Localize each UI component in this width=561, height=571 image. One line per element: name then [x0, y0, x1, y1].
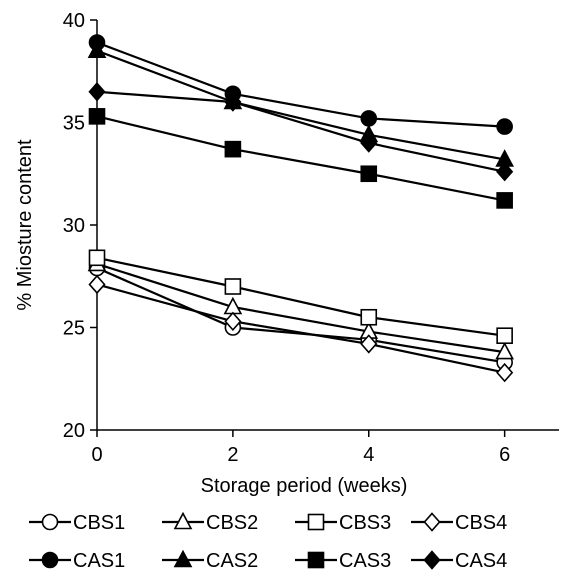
- data-point: [360, 133, 378, 153]
- legend-marker: [423, 550, 441, 570]
- data-point: [87, 40, 107, 59]
- legend-item-cas4: CAS4: [411, 550, 507, 571]
- data-point: [88, 274, 106, 295]
- legend-label: CAS3: [339, 550, 391, 571]
- legend-marker: [423, 512, 441, 532]
- legend-item-cbs1: CBS1: [29, 512, 125, 534]
- data-point: [495, 341, 514, 360]
- series-line: [96, 256, 505, 337]
- legend-marker: [307, 513, 325, 531]
- data-point: [360, 334, 378, 354]
- data-point: [496, 192, 513, 209]
- series-cas3: [88, 108, 513, 209]
- y-tick-label: 35: [63, 113, 85, 135]
- legend-marker: [41, 513, 59, 531]
- data-point: [224, 140, 242, 158]
- data-point: [224, 278, 242, 295]
- data-point: [496, 362, 514, 383]
- x-tick-label: 6: [499, 444, 510, 466]
- data-point: [360, 308, 378, 326]
- data-point: [88, 249, 106, 267]
- legend-label: CAS2: [206, 550, 258, 571]
- legend: CBS1 CBS2 CBS3 CBS4 CAS1 CAS2 CAS3 CAS4: [29, 511, 507, 571]
- data-point: [224, 311, 242, 332]
- series-cbs4: [88, 274, 514, 383]
- data-point: [360, 110, 378, 127]
- legend-label: CBS3: [339, 512, 391, 534]
- data-point: [496, 161, 514, 182]
- legend-label: CBS1: [73, 512, 125, 534]
- series-line: [96, 262, 505, 354]
- x-tick-label: 4: [363, 444, 374, 466]
- legend-label: CAS1: [73, 550, 125, 571]
- series-line: [96, 49, 505, 161]
- y-axis-label: % Miosture content: [14, 139, 36, 311]
- y-tick-label: 30: [63, 215, 85, 237]
- series-cbs2: [87, 253, 514, 360]
- legend-marker: [41, 551, 59, 569]
- series-cbs1: [88, 259, 513, 371]
- data-point: [496, 327, 513, 345]
- data-point: [360, 165, 378, 183]
- series-line: [96, 90, 505, 173]
- legend-item-cas2: CAS2: [162, 549, 258, 571]
- legend-item-cbs4: CBS4: [411, 512, 507, 534]
- series-line: [96, 41, 505, 128]
- legend-marker: [173, 511, 193, 530]
- x-tick-label: 0: [91, 444, 102, 466]
- legend-label: CAS4: [455, 550, 507, 571]
- data-point: [224, 92, 242, 112]
- x-tick-label: 2: [227, 444, 238, 466]
- x-axis-label: Storage period (weeks): [201, 475, 408, 497]
- axis-ticks: 20 25 30 35 40 0 2 4 6: [63, 10, 510, 466]
- data-point: [88, 82, 106, 102]
- legend-item-cas1: CAS1: [29, 550, 125, 571]
- legend-label: CBS2: [206, 512, 258, 534]
- legend-label: CBS4: [455, 512, 507, 534]
- series-line: [96, 115, 505, 202]
- legend-item-cbs2: CBS2: [162, 511, 258, 534]
- y-tick-label: 20: [63, 420, 85, 442]
- series-layer: [87, 34, 514, 383]
- data-point: [88, 108, 106, 125]
- legend-item-cas3: CAS3: [295, 550, 391, 571]
- legend-marker: [307, 551, 325, 569]
- y-tick-label: 40: [63, 10, 85, 32]
- series-cas2: [87, 40, 514, 167]
- legend-item-cbs3: CBS3: [295, 512, 391, 534]
- series-cbs3: [88, 249, 513, 345]
- data-point: [496, 118, 513, 135]
- series-line: [96, 283, 505, 374]
- legend-marker: [173, 549, 193, 568]
- y-tick-label: 25: [63, 318, 85, 340]
- series-cas4: [88, 82, 514, 182]
